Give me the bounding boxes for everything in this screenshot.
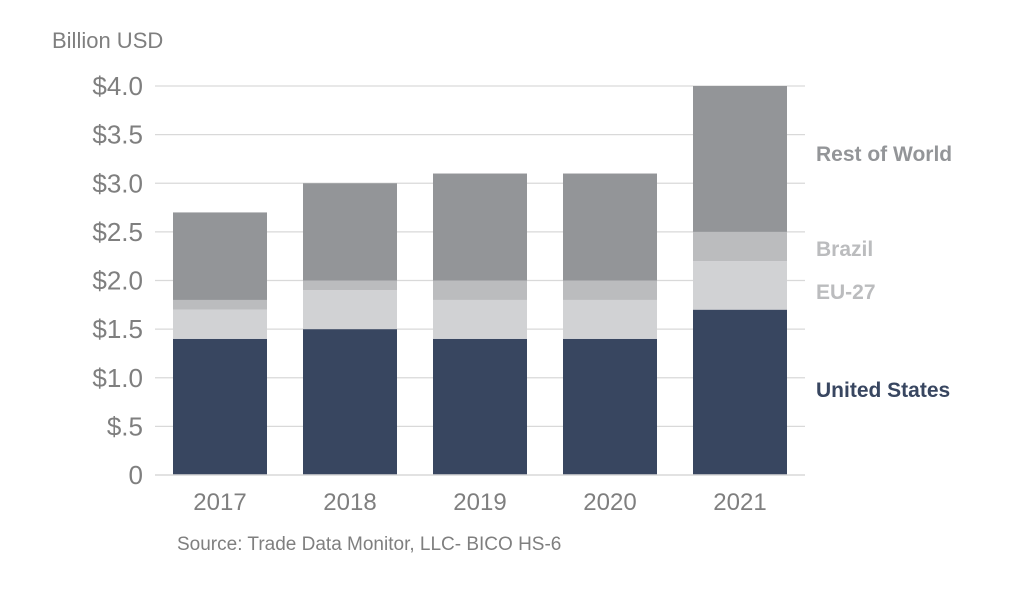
x-tick-label: 2021 <box>713 489 766 516</box>
y-tick-label: 0 <box>129 460 143 490</box>
x-tick-label: 2017 <box>193 489 246 516</box>
y-tick-label: $3.5 <box>92 120 143 150</box>
y-axis-unit-label: Billion USD <box>52 28 164 53</box>
bars <box>173 86 787 475</box>
bar-segment-brazil-2017 <box>173 299 267 310</box>
bar-segment-united-states-2020 <box>563 338 657 475</box>
legend-label-eu-27: EU-27 <box>816 281 876 304</box>
x-tick-label: 2020 <box>583 489 636 516</box>
bar-segment-rest-of-world-2020 <box>563 173 657 281</box>
bar-segment-united-states-2021 <box>693 309 787 475</box>
bar-segment-united-states-2017 <box>173 338 267 475</box>
y-tick-label: $1.0 <box>92 363 143 393</box>
legend-label-rest-of-world: Rest of World <box>816 143 952 166</box>
bar-segment-eu-27-2019 <box>433 299 527 339</box>
bar-segment-eu-27-2017 <box>173 309 267 339</box>
bar-segment-rest-of-world-2021 <box>693 86 787 232</box>
bar-segment-united-states-2019 <box>433 338 527 475</box>
x-tick-label: 2018 <box>323 489 376 516</box>
bar-segment-brazil-2018 <box>303 280 397 291</box>
axes: 0 $.5 $1.0 $1.5 $2.0 $2.5 $3.0 $3.5 $4.0 2017 2018… <box>92 71 805 516</box>
legend: United States EU-27 Brazil Rest of World <box>816 143 952 402</box>
legend-label-brazil: Brazil <box>816 238 873 261</box>
source-note: Source: Trade Data Monitor, LLC- BICO HS… <box>177 534 562 555</box>
y-tick-label: $.5 <box>107 411 143 441</box>
y-tick-label: $1.5 <box>92 314 143 344</box>
bar-segment-united-states-2018 <box>303 329 397 475</box>
bar-segment-eu-27-2020 <box>563 299 657 339</box>
bar-segment-brazil-2020 <box>563 280 657 300</box>
bar-segment-brazil-2019 <box>433 280 527 300</box>
y-tick-label: $4.0 <box>92 71 143 101</box>
bar-segment-rest-of-world-2017 <box>173 212 267 300</box>
legend-label-united-states: United States <box>816 379 950 402</box>
bar-segment-brazil-2021 <box>693 231 787 262</box>
bar-segment-rest-of-world-2018 <box>303 183 397 281</box>
y-tick-label: $2.0 <box>92 266 143 296</box>
x-tick-label: 2019 <box>453 489 506 516</box>
y-tick-label: $2.5 <box>92 217 143 247</box>
y-tick-label: $3.0 <box>92 168 143 198</box>
bar-segment-rest-of-world-2019 <box>433 173 527 281</box>
bar-segment-eu-27-2018 <box>303 290 397 330</box>
bar-segment-eu-27-2021 <box>693 261 787 310</box>
